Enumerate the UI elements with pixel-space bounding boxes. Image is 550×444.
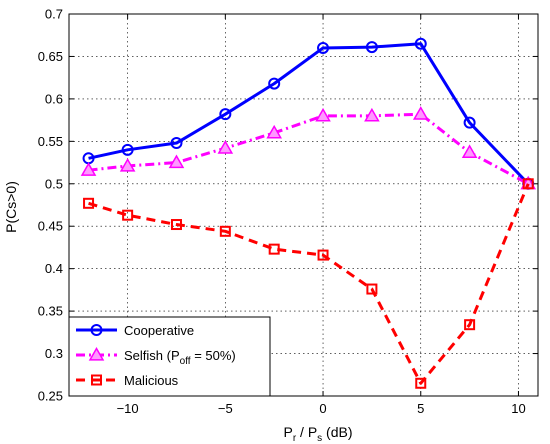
data-point <box>315 107 331 122</box>
data-point <box>268 77 281 90</box>
data-point <box>365 41 378 54</box>
data-point <box>268 243 280 255</box>
series-malicious <box>83 178 534 389</box>
series-line <box>88 183 530 385</box>
y-tick-label: 0.35 <box>38 304 63 319</box>
plot-frame <box>68 13 539 397</box>
grid-lines <box>69 13 538 397</box>
y-tick-label: 0.4 <box>45 261 63 276</box>
data-point <box>170 137 183 150</box>
x-tick-label: 5 <box>417 401 424 416</box>
y-tick-label: 0.25 <box>38 389 63 404</box>
data-point <box>168 154 185 169</box>
series-group <box>80 37 537 389</box>
data-point <box>170 219 182 231</box>
data-point <box>219 108 232 121</box>
data-point <box>83 197 95 209</box>
x-label-sub1: r <box>293 433 297 444</box>
legend-marker <box>90 324 103 336</box>
y-tick-label: 0.6 <box>45 91 63 106</box>
y-tick-label: 0.45 <box>38 219 63 234</box>
data-point <box>364 107 380 122</box>
y-tick-label: 0.3 <box>45 346 63 361</box>
x-label-pre: P <box>283 424 292 440</box>
series-line <box>88 112 529 186</box>
legend-marker <box>91 374 102 386</box>
series-selfish <box>80 106 537 190</box>
data-point <box>317 41 330 54</box>
data-point <box>463 116 476 129</box>
data-point <box>122 209 134 221</box>
axis-ticks: −10 −5 0 5 10 0.25 0.3 0.35 0.4 0.45 0.5 0.55 0.6 0.6… <box>38 7 538 416</box>
x-tick-label: 0 <box>319 401 326 416</box>
data-point <box>415 377 427 389</box>
x-axis-label: Pr / Ps (dB) <box>283 424 352 444</box>
y-tick-label: 0.65 <box>38 49 63 64</box>
data-point <box>366 283 378 295</box>
data-point <box>522 178 534 190</box>
x-label-post: (dB) <box>322 424 352 440</box>
data-point <box>464 319 476 331</box>
x-tick-label: −10 <box>117 401 139 416</box>
data-point <box>80 162 97 176</box>
data-point <box>461 144 478 158</box>
legend-label: Selfish (Poff = 50%) <box>124 348 236 367</box>
x-tick-label: −5 <box>218 401 233 416</box>
data-point <box>266 124 282 139</box>
data-point <box>121 143 134 156</box>
data-point <box>317 249 329 261</box>
y-tick-label: 0.7 <box>45 7 63 22</box>
legend-label: Malicious <box>124 373 179 388</box>
y-tick-label: 0.5 <box>45 176 63 191</box>
legend-label: Cooperative <box>124 323 194 338</box>
data-point <box>412 106 429 120</box>
data-point <box>219 225 231 237</box>
y-tick-label: 0.55 <box>38 134 63 149</box>
x-tick-label: 10 <box>511 401 525 416</box>
x-label-mid: / P <box>296 424 317 440</box>
series-cooperative <box>82 37 535 190</box>
series-line <box>88 42 530 185</box>
legend-marker <box>88 346 105 361</box>
x-label-sub2: s <box>317 433 322 444</box>
data-point <box>217 140 234 154</box>
y-axis-label: P(Cs>0) <box>3 181 19 233</box>
data-point <box>119 157 136 172</box>
data-point <box>414 37 427 50</box>
legend: Cooperative Selfish (Poff = 50%) Malicious <box>68 316 271 397</box>
